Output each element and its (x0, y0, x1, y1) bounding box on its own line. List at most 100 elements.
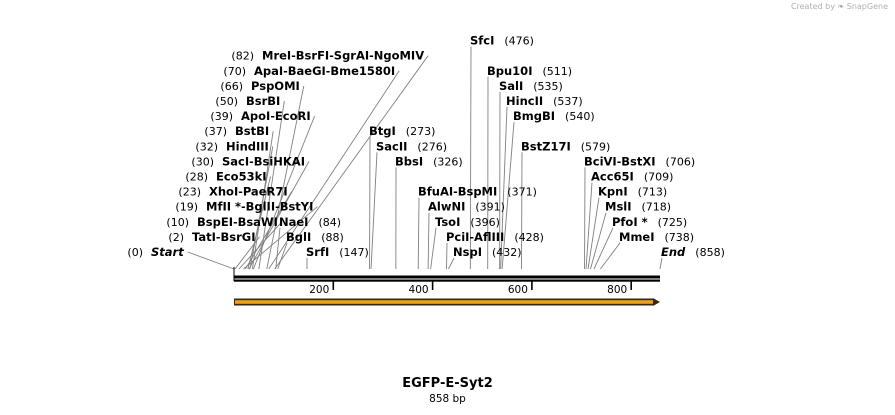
site-pcii-afliii: PciI - AflIII (428) (446, 230, 544, 244)
site-mmei: MmeI (738) (619, 230, 694, 244)
leader-line (370, 152, 378, 270)
site-position: (540) (565, 110, 595, 123)
site-position: (28) (185, 171, 208, 184)
feature-body (235, 300, 653, 304)
site-hindiii: (32) HindIII (195, 139, 268, 153)
site-position: (858) (695, 246, 725, 259)
enzyme-eco53ki: Eco53kI (216, 170, 267, 184)
site-position: (511) (542, 65, 572, 78)
site-bstbi: (37) BstBI (204, 124, 269, 138)
site-bstz17i: BstZ17I (579) (521, 139, 610, 153)
enzyme-pcii: PciI (446, 230, 469, 244)
leader-line (585, 182, 593, 270)
site-position: (718) (642, 201, 672, 214)
site-position: (535) (533, 80, 563, 93)
site-btgi: BtgI (273) (369, 124, 435, 138)
site-position: (326) (433, 155, 463, 168)
site-position: (88) (321, 231, 344, 244)
separator: - (275, 201, 280, 214)
axis-ticks: 200 400 600 800 (309, 281, 633, 296)
watermark-brand: SnapGene (846, 2, 888, 11)
enzyme-mrei: MreI (262, 49, 291, 63)
site-bsrbi: (50) BsrBI (215, 94, 280, 108)
separator: - (617, 155, 622, 168)
site-bcivi-bstxi: BciVI - BstXI (706) (584, 154, 695, 168)
site-bgli: BglI (88) (286, 230, 344, 244)
site-sali: SalI (535) (499, 79, 563, 93)
tick-label: 200 (309, 284, 329, 296)
enzyme-srfi: SrfI (306, 245, 329, 259)
site-position: (396) (470, 216, 500, 229)
site-position: (10) (166, 216, 189, 229)
site-position: (32) (195, 140, 218, 153)
enzyme-bcivi: BciVI (584, 154, 617, 168)
tick-label: 400 (409, 284, 429, 296)
enzyme-bsrbi: BsrBI (246, 94, 280, 108)
site-position: (371) (507, 186, 537, 199)
leader-line (187, 251, 235, 270)
enzyme-bstxi: BstXI (621, 154, 655, 168)
leader-line (427, 212, 430, 270)
watermark-text: Created by (790, 2, 835, 11)
leader-line (593, 227, 614, 270)
separator: - (283, 65, 288, 78)
leader-line (275, 227, 281, 270)
separator: - (326, 65, 331, 78)
site-position: (37) (204, 125, 227, 138)
site-position: (0) (127, 246, 143, 259)
leader-line (469, 46, 472, 270)
enzyme-paer7i: PaeR7I (243, 185, 288, 199)
top-strand (234, 275, 660, 279)
leader-line (234, 236, 260, 270)
site-position: (273) (406, 125, 436, 138)
enzyme-bspmi: BspMI (458, 185, 498, 199)
dna-backbone (233, 267, 660, 282)
site-bspei-bsawi: (10) BspEI - BsaWI (166, 215, 278, 229)
site-xhoi-paer7i: (23) XhoI - PaeR7I (178, 185, 287, 199)
enzyme-msli: MslI (605, 200, 632, 214)
site-labels: (0) Start(2) TatI - BsrGI (10) BspEI - BsaWI… (127, 34, 724, 259)
enzyme-bmgbi: BmgBI (513, 109, 555, 123)
site-position: (709) (644, 171, 674, 184)
enzyme-bsihkai: BsiHKAI (254, 154, 305, 168)
site-position: (428) (514, 231, 544, 244)
enzyme-bsawi: BsaWI (238, 215, 278, 229)
site-position: (391) (475, 201, 505, 214)
site-position: (738) (665, 231, 695, 244)
separator: - (233, 216, 238, 229)
enzyme-bpu10i: Bpu10I (487, 64, 532, 78)
separator: - (369, 50, 374, 63)
snapgene-watermark: Created by ❧ SnapGene (791, 2, 888, 11)
feature-arrow (234, 298, 660, 306)
bottom-strand (234, 279, 660, 282)
feature-arrowhead (653, 298, 660, 306)
enzyme-bbsi: BbsI (395, 154, 423, 168)
separator: - (329, 50, 334, 63)
enzyme-bstbi: BstBI (235, 124, 269, 138)
site-end: End (858) (661, 245, 725, 259)
enzyme-acc65i: Acc65I (591, 170, 634, 184)
site-position: (84) (318, 216, 341, 229)
leader-lines (187, 46, 663, 270)
map-title: EGFP-E-Syt2 (402, 376, 493, 391)
leader-line (251, 131, 274, 270)
site-tati-bsrgi: (2) TatI - BsrGI (168, 230, 255, 244)
leader-line (500, 106, 508, 270)
enzyme-bspei: BspEI (197, 215, 233, 229)
enzyme-apoi: ApoI (241, 109, 270, 123)
site-bmgbi: BmgBI (540) (513, 109, 595, 123)
site-position: (432) (492, 246, 522, 259)
site-position: (579) (581, 140, 611, 153)
separator: - (249, 155, 254, 168)
site-sacii: SacII (276) (376, 139, 447, 153)
tick-label: 600 (508, 284, 528, 296)
enzyme-pfoi: PfoI * (612, 215, 648, 229)
site-position: (82) (231, 50, 254, 63)
enzyme-mfii: MfII * (206, 200, 241, 214)
enzyme-hindiii: HindIII (226, 139, 269, 153)
map-length: 858 bp (429, 393, 466, 405)
site-sfci: SfcI (476) (470, 34, 534, 48)
leader-line (659, 257, 663, 270)
enzyme-pspomi: PspOMI (251, 79, 300, 93)
separator: - (453, 186, 458, 199)
